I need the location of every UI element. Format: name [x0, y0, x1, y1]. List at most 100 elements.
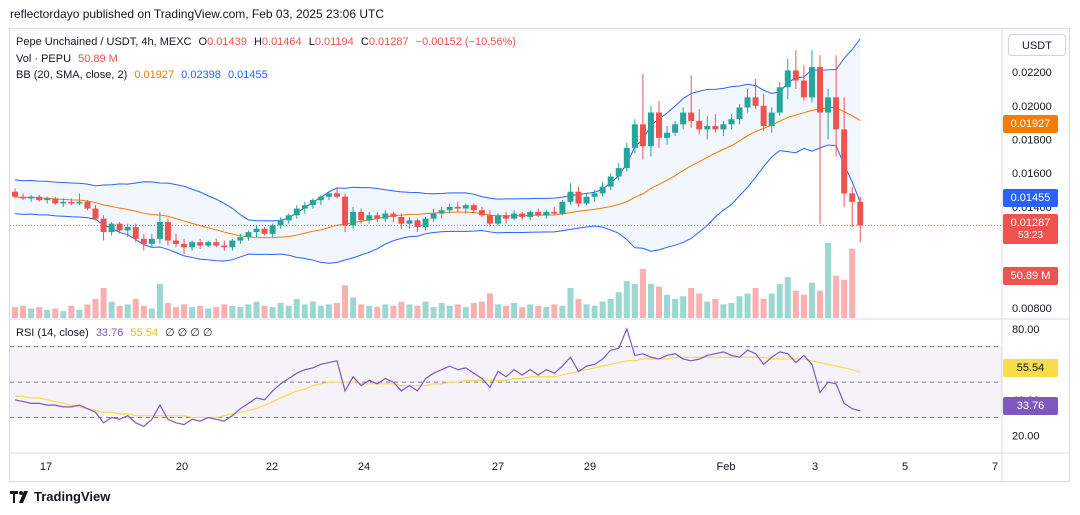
candle-body — [792, 70, 799, 81]
volume-bar — [36, 307, 43, 318]
volume-bar — [20, 305, 27, 318]
candle-body — [615, 168, 622, 177]
candle-body — [301, 205, 308, 209]
candle-body — [12, 191, 18, 197]
bollinger-legend[interactable]: BB (20, SMA, close, 2) 0.01927 0.02398 0… — [16, 69, 272, 81]
candle-body — [631, 124, 638, 148]
candle-body — [567, 191, 574, 202]
volume-bar — [261, 305, 268, 318]
high-label: H — [253, 36, 262, 48]
volume-bar — [325, 304, 332, 318]
volume-bar — [696, 293, 703, 318]
volume-bar — [414, 305, 421, 318]
time-tick-label: 22 — [266, 461, 278, 473]
volume-bar — [28, 308, 35, 318]
close-value: 0.01287 — [368, 36, 409, 48]
volume-bar — [736, 296, 743, 318]
volume-bar — [511, 303, 518, 318]
candle-body — [116, 223, 123, 231]
candle-body — [817, 67, 823, 113]
volume-bar — [132, 298, 139, 318]
low-label: L — [308, 36, 315, 48]
volume-bar — [68, 305, 75, 318]
volume-bar — [688, 288, 695, 318]
volume-bar — [800, 294, 807, 318]
candle-body — [446, 206, 453, 211]
candle-body — [696, 120, 703, 130]
volume-bar — [551, 304, 558, 318]
volume-legend[interactable]: Vol · PEPU 50.89 M — [16, 53, 122, 65]
bb-lower-line — [14, 144, 861, 264]
volume-bar — [398, 301, 405, 318]
open-value: 0.01439 — [207, 36, 247, 48]
volume-bar — [197, 305, 204, 318]
volume-bar — [382, 304, 389, 318]
volume-bar — [760, 298, 767, 318]
volume-bar — [237, 307, 244, 318]
candle-body — [76, 201, 83, 204]
candle-body — [108, 223, 115, 233]
volume-bar — [454, 304, 461, 318]
candle-body — [366, 215, 373, 221]
candle-body — [60, 201, 67, 204]
candle-body — [599, 186, 606, 194]
rsi-label[interactable]: RSI (14, close) — [16, 327, 89, 339]
volume-bar — [664, 294, 671, 318]
price-tick-label: 0.01600 — [1012, 168, 1052, 180]
high-value: 0.01464 — [261, 36, 302, 48]
volume-bar — [334, 303, 340, 318]
candle-body — [164, 222, 171, 241]
symbol-legend[interactable]: Pepe Unchained / USDT, 4h, MEXC O0.01439… — [16, 36, 520, 48]
rsi-legend[interactable]: RSI (14, close) 33.76 55.54 ∅ ∅ ∅ ∅ — [16, 326, 217, 339]
volume-bar — [559, 305, 566, 318]
candle-body — [197, 242, 204, 246]
volume-bar — [583, 304, 590, 318]
volume-bar — [213, 307, 220, 318]
volume-bar — [390, 305, 397, 318]
currency-button[interactable]: USDT — [1008, 34, 1066, 56]
volume-bar — [567, 288, 574, 318]
volume-bar — [116, 305, 123, 318]
candle-body — [680, 112, 687, 125]
volume-bar — [720, 304, 727, 318]
volume-bar — [752, 288, 759, 318]
bb-label[interactable]: BB (20, SMA, close, 2) — [16, 69, 128, 81]
basis-price-tag: 0.01927 — [1003, 115, 1058, 133]
change-value: −0.00152 (−10.56%) — [415, 36, 516, 48]
volume-label[interactable]: Vol · PEPU — [16, 53, 72, 65]
tradingview-logo[interactable]: TradingView — [10, 489, 110, 504]
candle-body — [148, 238, 155, 244]
last-price-tag: 0.01287 53:23 — [1003, 214, 1058, 244]
volume-bar — [527, 304, 534, 318]
volume-bar — [712, 298, 719, 318]
candle-body — [720, 124, 727, 130]
candle-body — [672, 124, 679, 133]
candle-body — [325, 193, 332, 197]
candle-body — [245, 232, 252, 238]
bb-basis-value: 0.01927 — [134, 69, 175, 81]
candle-body — [752, 97, 759, 106]
volume-bar — [776, 283, 783, 318]
candle-body — [591, 193, 598, 197]
rsi-line — [14, 327, 861, 428]
volume-bar — [446, 305, 453, 318]
volume-value: 50.89 M — [78, 53, 118, 65]
price-tick-label: 0.01800 — [1012, 134, 1052, 146]
candle-body — [462, 205, 469, 209]
candle-body — [44, 198, 51, 201]
candle-body — [253, 228, 260, 233]
symbol-name[interactable]: Pepe Unchained / USDT, 4h, MEXC — [16, 36, 192, 48]
rsi-value: 33.76 — [95, 327, 124, 339]
volume-bar — [285, 305, 292, 318]
candle-body — [52, 198, 59, 204]
candle-body — [261, 228, 268, 234]
volume-bar — [486, 293, 493, 318]
candle-body — [527, 211, 534, 217]
volume-bar — [503, 305, 510, 318]
candle-body — [390, 213, 397, 217]
volume-bar — [462, 307, 469, 318]
volume-bar — [647, 283, 654, 318]
candle-body — [189, 242, 196, 248]
candle-body — [664, 132, 671, 138]
